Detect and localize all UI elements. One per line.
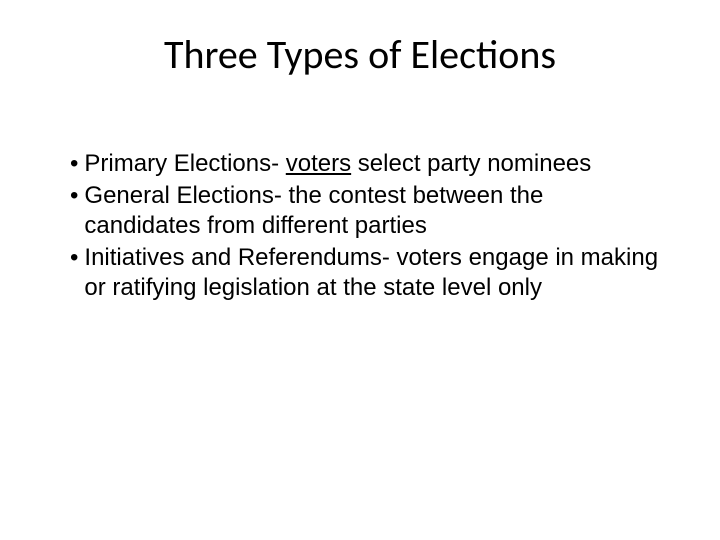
bullet-text: Primary Elections- voters select party n… bbox=[84, 149, 660, 179]
bullet-mark-icon: • bbox=[70, 149, 78, 179]
bullet-item: • General Elections- the contest between… bbox=[70, 181, 660, 241]
slide-body: • Primary Elections- voters select party… bbox=[40, 149, 680, 303]
bullet-text: Initiatives and Referendums- voters enga… bbox=[84, 243, 660, 303]
slide-title: Three Types of Elections bbox=[40, 30, 680, 79]
bullet-prefix: Primary Elections- bbox=[84, 150, 285, 177]
bullet-text: General Elections- the contest between t… bbox=[84, 181, 660, 241]
bullet-suffix: select party nominees bbox=[351, 150, 591, 177]
bullet-prefix: General Elections- the contest between t… bbox=[84, 182, 543, 239]
slide: Three Types of Elections • Primary Elect… bbox=[0, 0, 720, 540]
bullet-item: • Primary Elections- voters select party… bbox=[70, 149, 660, 179]
bullet-mark-icon: • bbox=[70, 181, 78, 241]
bullet-underlined: voters bbox=[286, 150, 351, 177]
bullet-prefix: Initiatives and Referendums- voters enga… bbox=[84, 244, 658, 301]
bullet-mark-icon: • bbox=[70, 243, 78, 303]
bullet-item: • Initiatives and Referendums- voters en… bbox=[70, 243, 660, 303]
